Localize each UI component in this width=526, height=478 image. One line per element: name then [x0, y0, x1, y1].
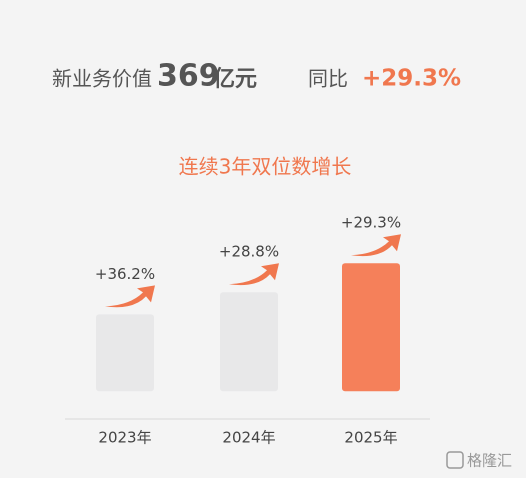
x-tick-label: 2025年 [344, 429, 397, 447]
headline-value: 369 [157, 59, 220, 94]
growth-label: +28.8% [219, 243, 279, 261]
headline-label: 新业务价值 [52, 67, 152, 91]
growth-arrow [229, 263, 279, 286]
yoy-value: +29.3% [362, 66, 461, 92]
watermark: 格隆汇 [467, 452, 512, 470]
growth-label: +36.2% [95, 265, 155, 283]
yoy-label: 同比 [308, 67, 348, 91]
growth-arrow [351, 234, 401, 257]
watermark-logo [446, 451, 464, 469]
bar [96, 314, 154, 392]
bar [220, 292, 278, 392]
headline-unit: 亿元 [213, 67, 257, 92]
growth-arrow [105, 285, 155, 308]
x-tick-label: 2024年 [222, 429, 275, 447]
growth-label: +29.3% [341, 214, 401, 232]
bar [342, 263, 400, 392]
chart-title: 连续3年双位数增长 [179, 155, 352, 179]
x-tick-label: 2023年 [98, 429, 151, 447]
